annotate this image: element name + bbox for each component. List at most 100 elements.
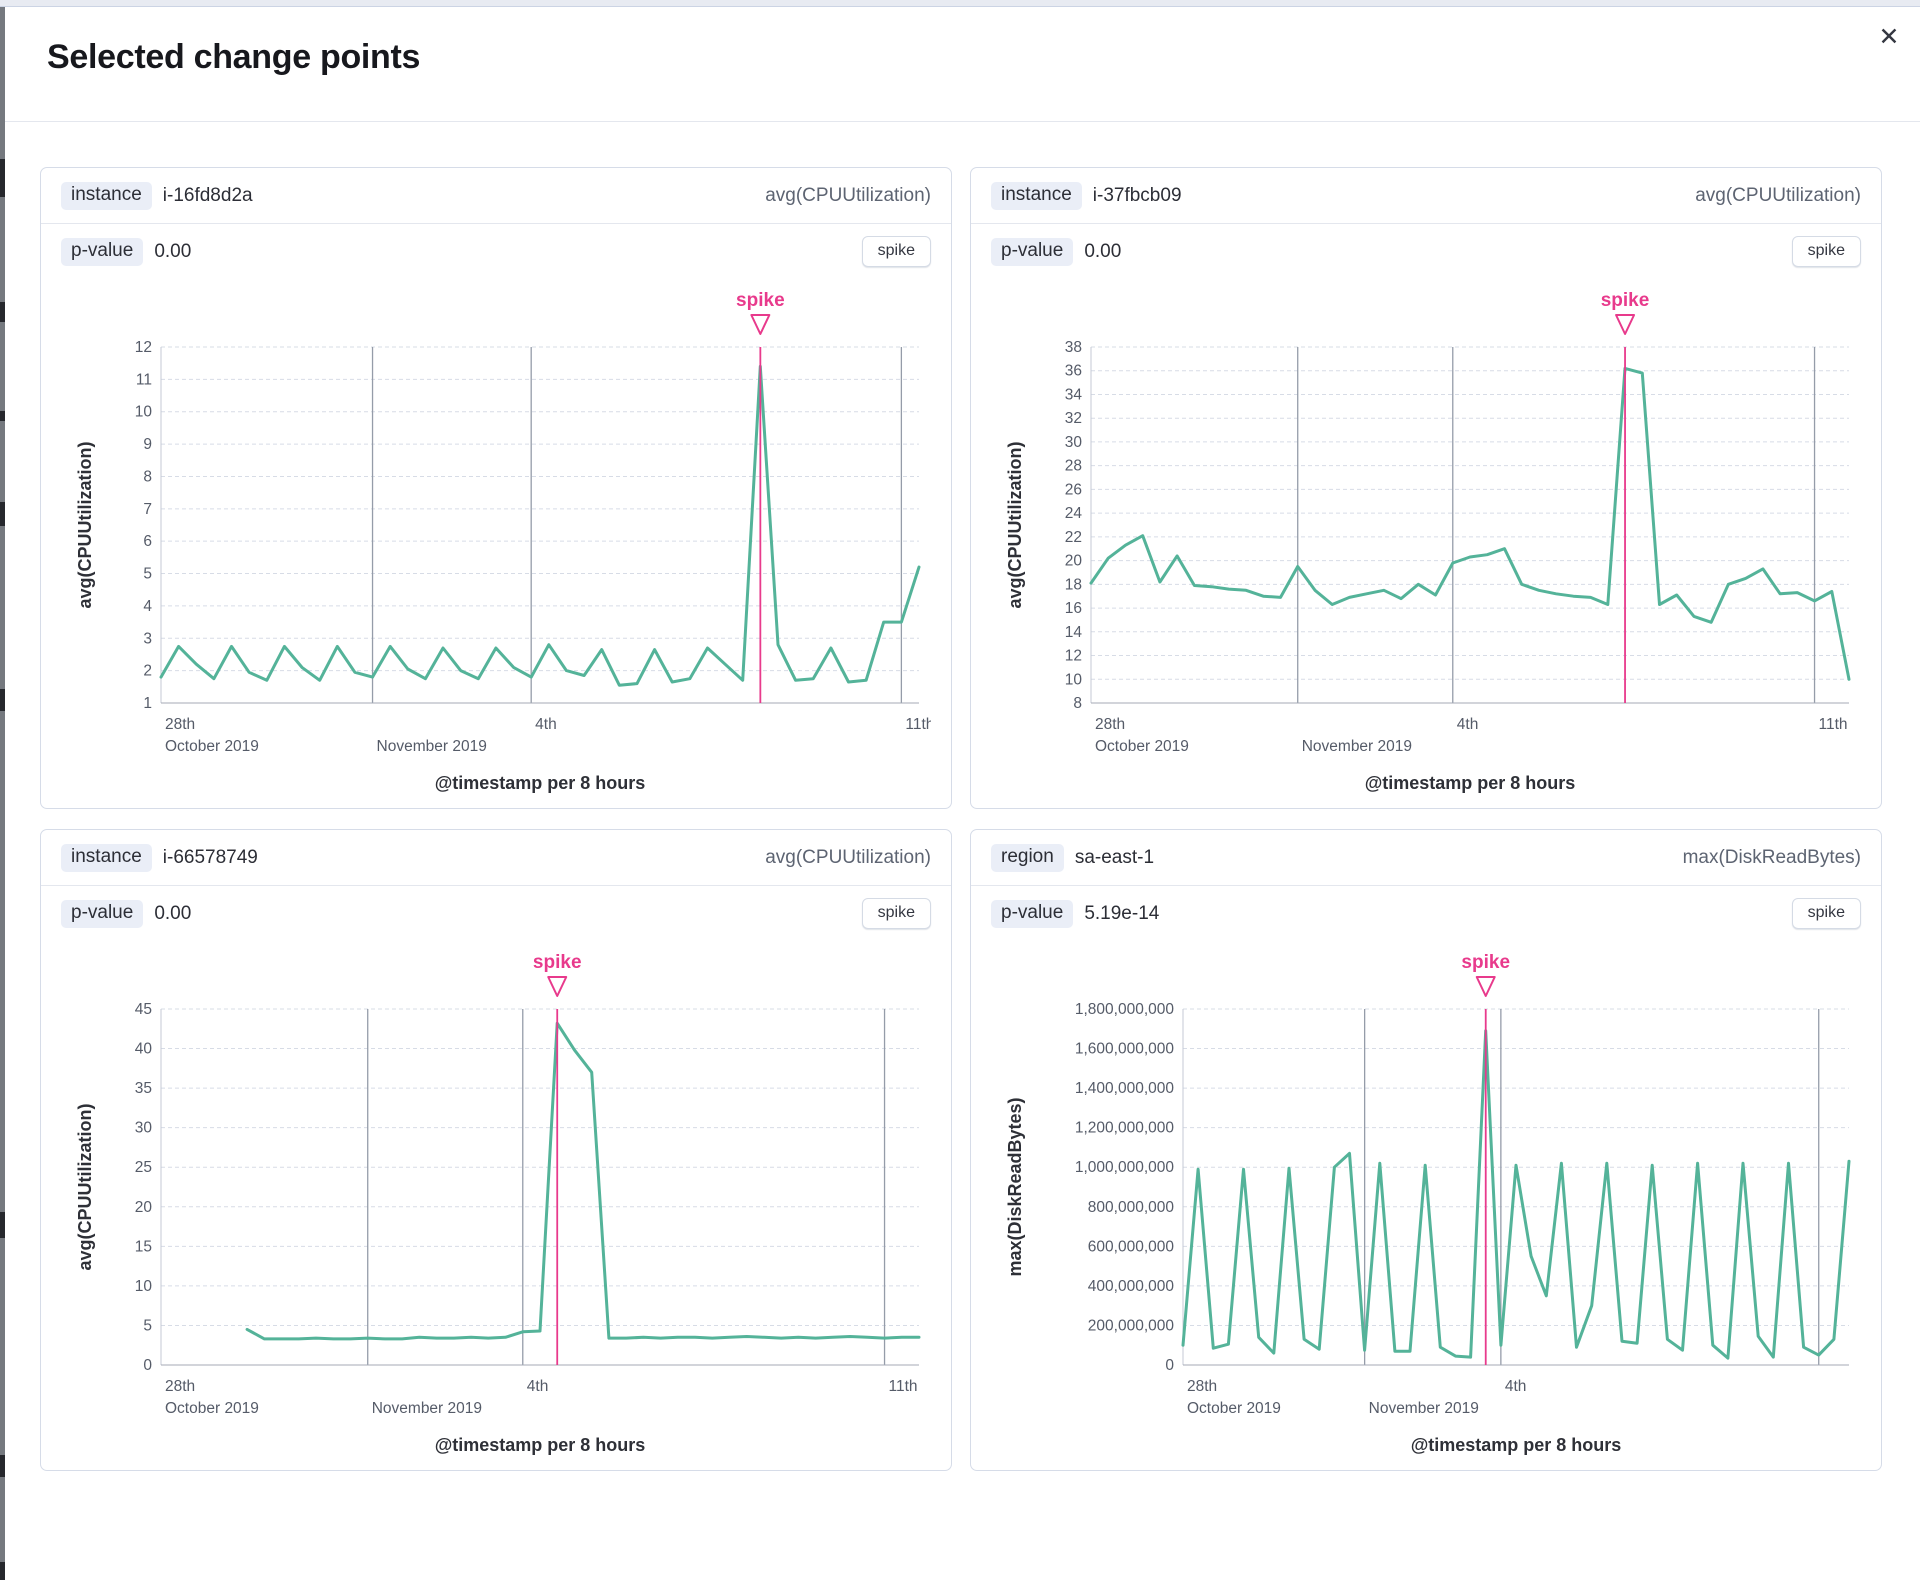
card-header-row: region sa-east-1 max(DiskReadBytes)	[971, 830, 1881, 886]
svg-text:avg(CPUUtilization): avg(CPUUtilization)	[75, 441, 95, 608]
field-value: i-16fd8d2a	[162, 185, 253, 206]
svg-text:11th: 11th	[889, 1378, 918, 1395]
svg-text:600,000,000: 600,000,000	[1088, 1238, 1175, 1255]
left-strip-mark	[0, 411, 5, 421]
p-value-badge: p-value	[991, 899, 1074, 928]
change-point-line-chart: 0 5 10 15 20 25 30 35 40 45 28th October 2019 Novemb…	[75, 952, 921, 1455]
card-pvalue-row: p-value 0.00 spike	[971, 224, 1881, 277]
background-app-top-strip	[0, 0, 1920, 7]
p-value: 5.19e-14	[1084, 902, 1160, 924]
metric-label: avg(CPUUtilization)	[765, 185, 931, 206]
svg-text:7: 7	[143, 501, 152, 518]
svg-text:24: 24	[1065, 505, 1083, 522]
svg-text:38: 38	[1065, 339, 1082, 356]
svg-text:35: 35	[135, 1080, 152, 1097]
svg-text:28th: 28th	[1095, 716, 1125, 733]
left-strip-mark	[0, 689, 5, 711]
svg-text:10: 10	[1065, 671, 1083, 688]
svg-text:40: 40	[135, 1041, 153, 1058]
left-strip-mark	[0, 1212, 5, 1238]
change-points-flyout: Selected change points ✕ instance i-16fd…	[5, 8, 1920, 1578]
svg-text:28th: 28th	[1187, 1378, 1217, 1395]
field-name-badge: instance	[991, 182, 1082, 210]
svg-text:3: 3	[143, 630, 152, 647]
field-name-badge: instance	[61, 844, 152, 872]
svg-text:12: 12	[135, 339, 152, 356]
left-strip-mark	[0, 1562, 5, 1580]
svg-text:4: 4	[143, 598, 152, 615]
svg-text:11: 11	[136, 371, 152, 388]
svg-text:28th: 28th	[165, 716, 195, 733]
change-point-line-chart: 8 10 12 14 16 18 20 22 24 26 28 30 32 34 36 38 28th Octob…	[1005, 290, 1851, 793]
chart-area: 0 5 10 15 20 25 30 35 40 45 28th October 2019 Novemb…	[41, 939, 951, 1470]
change-point-card: instance i-37fbcb09 avg(CPUUtilization) …	[970, 167, 1882, 809]
change-point-cards-grid: instance i-16fd8d2a avg(CPUUtilization) …	[40, 167, 1920, 1471]
p-value-badge: p-value	[61, 899, 144, 928]
svg-text:spike: spike	[1601, 290, 1650, 311]
card-pvalue-row: p-value 5.19e-14 spike	[971, 886, 1881, 939]
svg-text:34: 34	[1065, 386, 1083, 403]
change-type-spike-button[interactable]: spike	[861, 898, 931, 929]
svg-text:15: 15	[135, 1238, 152, 1255]
background-app-left-strip	[0, 7, 5, 1580]
svg-text:32: 32	[1065, 410, 1082, 427]
svg-text:@timestamp per 8 hours: @timestamp per 8 hours	[435, 773, 646, 793]
svg-text:25: 25	[135, 1159, 152, 1176]
svg-text:18: 18	[1065, 576, 1082, 593]
svg-text:36: 36	[1065, 363, 1082, 380]
svg-text:10: 10	[135, 1278, 153, 1295]
svg-text:October 2019: October 2019	[1187, 1400, 1281, 1417]
svg-text:5: 5	[143, 1317, 152, 1334]
p-value-badge: p-value	[61, 237, 144, 266]
svg-text:30: 30	[1065, 434, 1083, 451]
left-strip-mark	[0, 302, 5, 322]
metric-label: avg(CPUUtilization)	[1695, 185, 1861, 206]
change-type-spike-button[interactable]: spike	[1791, 898, 1861, 929]
change-point-card: region sa-east-1 max(DiskReadBytes) p-va…	[970, 829, 1882, 1471]
svg-text:November 2019: November 2019	[377, 738, 487, 755]
svg-text:16: 16	[1065, 600, 1082, 617]
svg-text:November 2019: November 2019	[372, 1400, 482, 1417]
svg-text:@timestamp per 8 hours: @timestamp per 8 hours	[435, 1435, 646, 1455]
change-type-spike-button[interactable]: spike	[1791, 236, 1861, 267]
svg-text:4th: 4th	[1505, 1378, 1527, 1395]
p-value: 0.00	[154, 240, 192, 262]
change-point-card: instance i-66578749 avg(CPUUtilization) …	[40, 829, 952, 1471]
card-header-row: instance i-16fd8d2a avg(CPUUtilization)	[41, 168, 951, 224]
metric-label: max(DiskReadBytes)	[1682, 847, 1861, 868]
svg-text:6: 6	[143, 533, 152, 550]
p-value: 0.00	[1084, 240, 1122, 262]
svg-text:1: 1	[143, 695, 152, 712]
svg-text:November 2019: November 2019	[1302, 738, 1412, 755]
svg-text:0: 0	[143, 1357, 152, 1374]
svg-text:8: 8	[143, 468, 152, 485]
flyout-header: Selected change points ✕	[5, 8, 1920, 122]
svg-text:October 2019: October 2019	[165, 738, 259, 755]
svg-text:4th: 4th	[1457, 716, 1479, 733]
svg-text:1,200,000,000: 1,200,000,000	[1075, 1120, 1175, 1137]
svg-text:28: 28	[1065, 458, 1082, 475]
svg-text:14: 14	[1065, 624, 1083, 641]
svg-text:October 2019: October 2019	[1095, 738, 1189, 755]
card-header-row: instance i-37fbcb09 avg(CPUUtilization)	[971, 168, 1881, 224]
svg-text:9: 9	[143, 436, 152, 453]
change-type-spike-button[interactable]: spike	[861, 236, 931, 267]
svg-text:2: 2	[143, 663, 152, 680]
svg-text:@timestamp per 8 hours: @timestamp per 8 hours	[1411, 1435, 1622, 1455]
svg-text:8: 8	[1073, 695, 1082, 712]
svg-text:1,400,000,000: 1,400,000,000	[1075, 1080, 1175, 1097]
chart-area: 1 2 3 4 5 6 7 8 9 10 11 12 28th October 2019 November …	[41, 277, 951, 808]
svg-text:26: 26	[1065, 481, 1082, 498]
svg-text:45: 45	[135, 1001, 152, 1018]
left-strip-mark	[0, 502, 5, 526]
svg-text:spike: spike	[736, 290, 785, 311]
metric-label: avg(CPUUtilization)	[765, 847, 931, 868]
svg-text:400,000,000: 400,000,000	[1088, 1278, 1175, 1295]
svg-text:11th: 11th	[1819, 716, 1848, 733]
card-header-row: instance i-66578749 avg(CPUUtilization)	[41, 830, 951, 886]
svg-text:22: 22	[1065, 529, 1082, 546]
close-icon[interactable]: ✕	[1872, 20, 1906, 54]
page-title: Selected change points	[47, 38, 421, 76]
svg-text:30: 30	[135, 1120, 153, 1137]
svg-text:20: 20	[135, 1199, 153, 1216]
